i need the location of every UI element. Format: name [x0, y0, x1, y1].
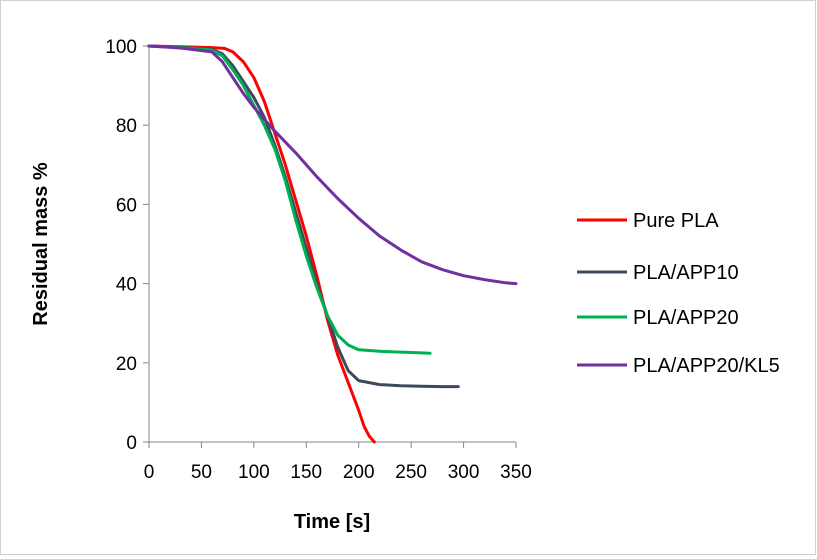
- y-tick-label: 40: [116, 275, 137, 296]
- x-tick-label: 250: [395, 462, 427, 483]
- x-tick-label: 0: [144, 462, 155, 483]
- series-line-pla-app20: [147, 44, 432, 355]
- series-line-pla-app10: [147, 44, 460, 389]
- x-tick-label: 300: [448, 462, 480, 483]
- legend: Pure PLA PLA/APP10 PLA/APP20 PLA/APP20/KL5: [577, 210, 780, 377]
- x-tick-label: 200: [343, 462, 375, 483]
- axes: 0 20 40 60 80 100 0 50 100 150 200 250 300 350: [105, 37, 532, 483]
- y-axis-label: Residual mass %: [30, 162, 52, 326]
- legend-label-pla-app20-kl5: PLA/APP20/KL5: [633, 355, 780, 377]
- x-tick-label: 100: [238, 462, 270, 483]
- y-tick-label: 60: [116, 195, 137, 216]
- y-tick-label: 100: [105, 37, 137, 58]
- plot-lines: [147, 44, 518, 444]
- legend-label-pure-pla: Pure PLA: [633, 210, 719, 232]
- y-tick-label: 80: [116, 116, 137, 137]
- y-tick-label: 0: [126, 433, 137, 454]
- y-tick-label: 20: [116, 354, 137, 375]
- x-tick-label: 350: [500, 462, 532, 483]
- x-tick-label: 150: [290, 462, 322, 483]
- legend-label-pla-app20: PLA/APP20: [633, 307, 739, 329]
- x-axis-label: Time [s]: [294, 511, 370, 533]
- legend-label-pla-app10: PLA/APP10: [633, 262, 739, 284]
- series-line-pla-app20-kl5: [147, 44, 518, 286]
- series-line-pure-pla: [147, 44, 376, 444]
- x-tick-label: 50: [191, 462, 212, 483]
